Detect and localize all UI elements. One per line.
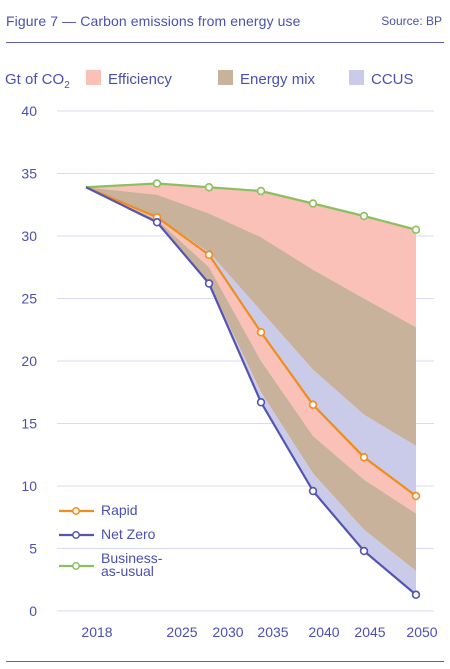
point-netzero bbox=[204, 279, 214, 288]
x-tick-label: 2050 bbox=[406, 624, 437, 640]
legend-label-line: Business-as-usual bbox=[101, 550, 163, 579]
legend-marker bbox=[72, 507, 80, 515]
legend-label-line: Net Zero bbox=[101, 526, 156, 542]
point-bau bbox=[308, 199, 318, 208]
legend-swatch-efficiency bbox=[86, 70, 101, 85]
y-tick-label: 25 bbox=[21, 291, 37, 307]
y-tick-label: 0 bbox=[29, 603, 37, 619]
area-bands bbox=[86, 183, 416, 595]
y-tick-label: 10 bbox=[21, 478, 37, 494]
point-rapid bbox=[411, 491, 421, 501]
point-bau bbox=[411, 225, 421, 234]
legend-marker bbox=[72, 562, 80, 570]
band-energy-mix bbox=[86, 187, 416, 571]
band-ccus bbox=[86, 187, 416, 496]
point-bau bbox=[359, 211, 369, 221]
legend-label-line: Rapid bbox=[101, 502, 138, 518]
legend-marker bbox=[72, 531, 80, 539]
y-tick-label: 5 bbox=[29, 541, 37, 557]
band-efficiency bbox=[86, 183, 416, 328]
point-netzero bbox=[359, 546, 369, 556]
legend-label-efficiency: Efficiency bbox=[108, 71, 172, 88]
y-tick-label: 30 bbox=[21, 228, 37, 244]
x-tick-label: 2040 bbox=[308, 624, 339, 640]
point-rapid bbox=[256, 328, 266, 337]
y-axis-label: Gt of CO2 bbox=[5, 71, 70, 91]
footer-rule bbox=[6, 661, 444, 662]
legend-swatch-ccus bbox=[349, 70, 364, 85]
y-tick-label: 20 bbox=[21, 353, 37, 369]
point-netzero bbox=[152, 218, 162, 227]
point-rapid bbox=[308, 400, 318, 409]
legend-label-energy-mix: Energy mix bbox=[240, 71, 316, 88]
x-tick-label: 2030 bbox=[212, 624, 243, 640]
y-tick-label: 15 bbox=[21, 416, 37, 432]
point-bau bbox=[256, 186, 266, 196]
point-netzero bbox=[256, 398, 266, 407]
x-tick-label: 2018 bbox=[81, 624, 112, 640]
y-tick-label: 35 bbox=[21, 166, 37, 182]
figure-source: Source: BP bbox=[381, 14, 442, 28]
point-netzero bbox=[308, 486, 318, 496]
band-energy-mix bbox=[86, 187, 416, 446]
point-bau bbox=[152, 179, 162, 188]
band-ccus bbox=[86, 187, 416, 595]
band-efficiency bbox=[86, 187, 416, 514]
point-rapid bbox=[204, 250, 214, 259]
x-tick-label: 2035 bbox=[257, 624, 288, 640]
legend-swatch-energy-mix bbox=[218, 70, 233, 85]
x-tick-label: 2025 bbox=[166, 624, 197, 640]
figure-title: Figure 7 — Carbon emissions from energy … bbox=[6, 13, 301, 29]
legend-label-ccus: CCUS bbox=[371, 71, 414, 88]
header-rule bbox=[6, 42, 444, 43]
x-tick-label: 2045 bbox=[354, 624, 385, 640]
y-tick-label: 40 bbox=[21, 103, 37, 119]
legends: Efficiency Energy mix CCUS Rapid Net Zero Bus… bbox=[59, 70, 414, 579]
point-bau bbox=[204, 183, 214, 192]
scenario-lines bbox=[85, 179, 421, 599]
point-netzero bbox=[411, 590, 421, 599]
point-rapid bbox=[359, 453, 369, 462]
